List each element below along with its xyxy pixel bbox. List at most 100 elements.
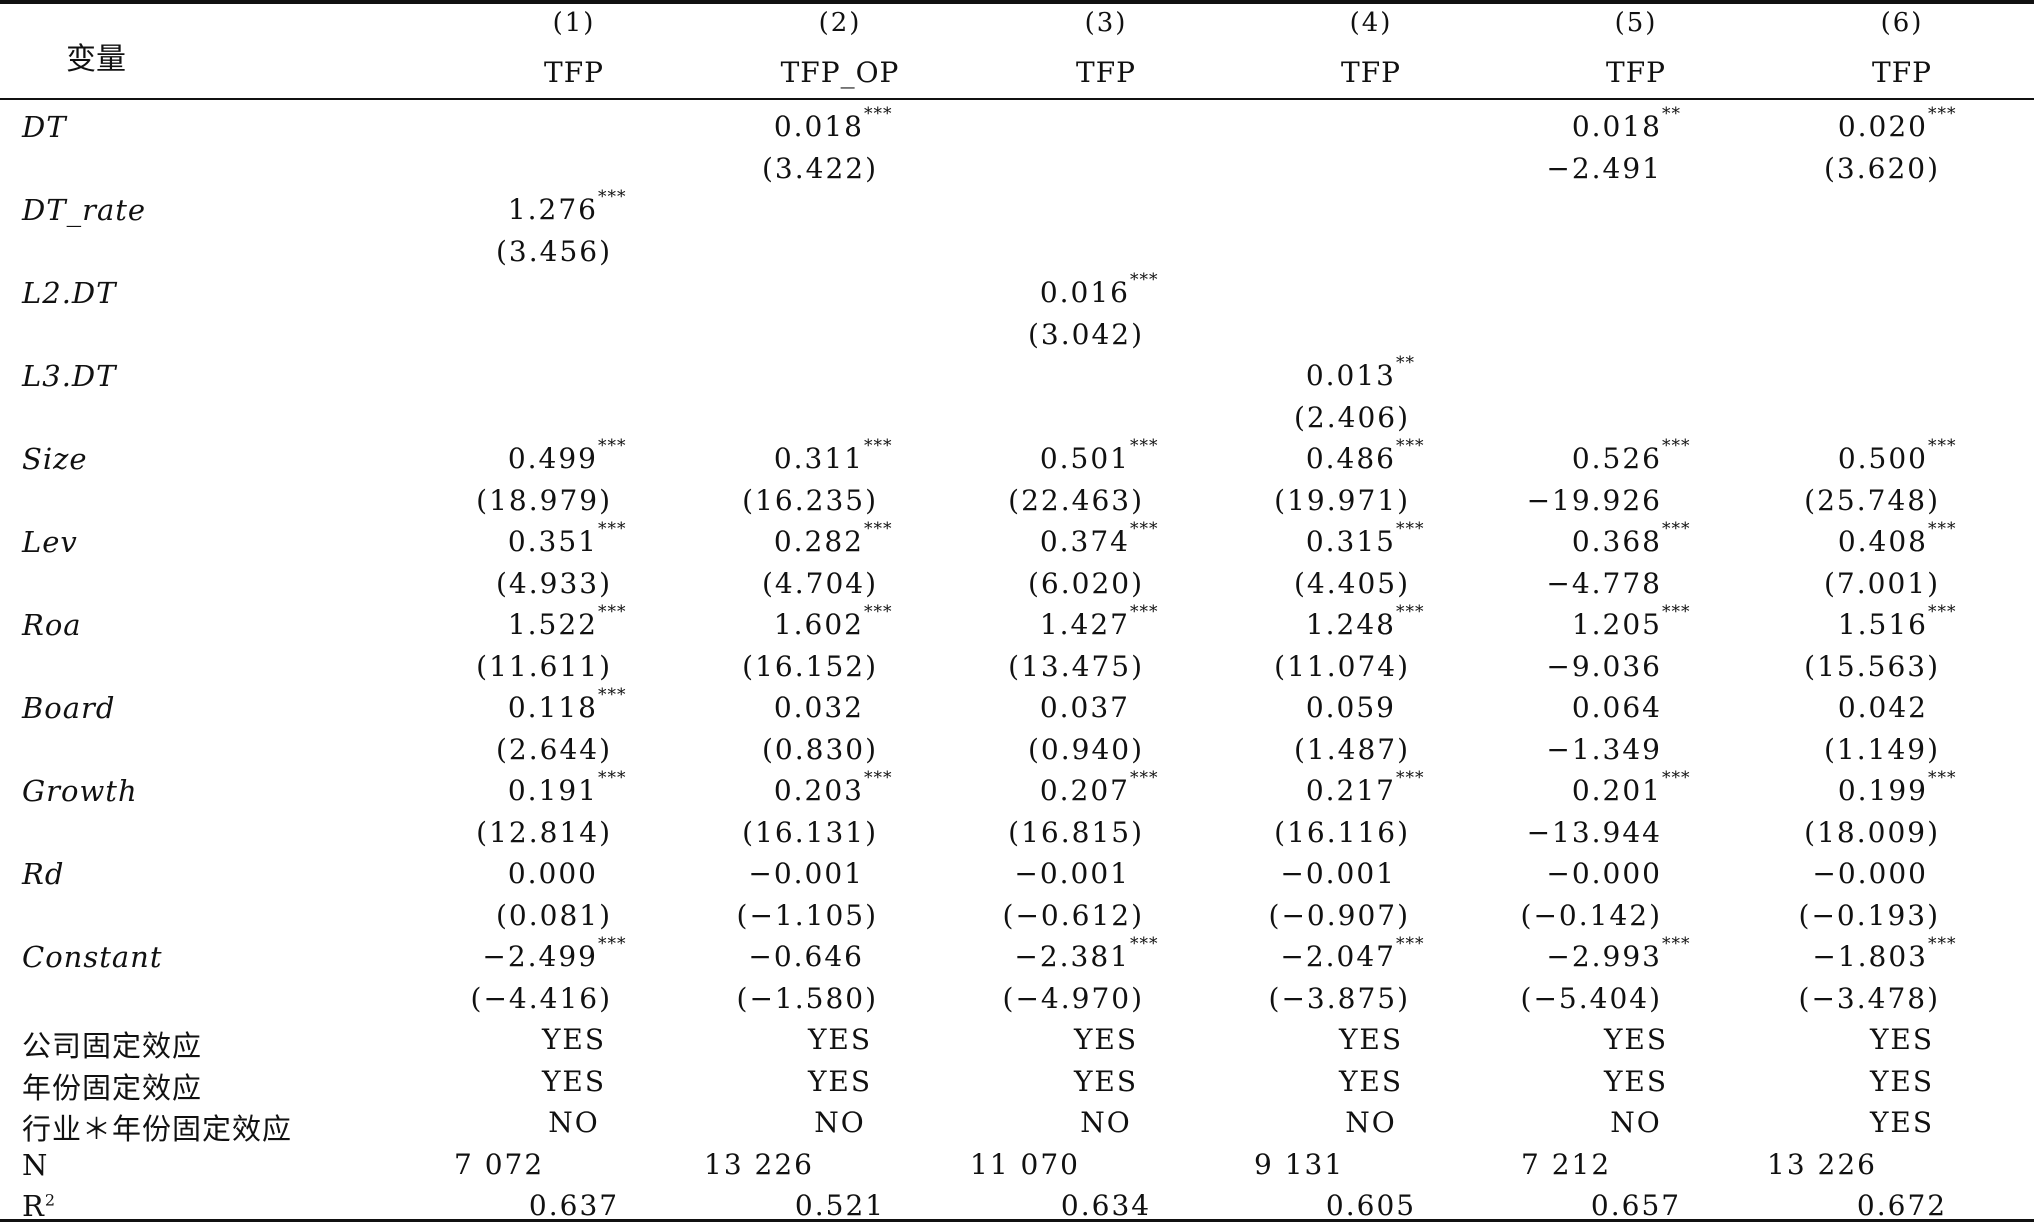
tstat-cell: (2.406)	[1293, 400, 1410, 434]
coefficient-cell: 0.282 ***	[773, 519, 892, 558]
column-dependent-variable-3: TFP	[1076, 56, 1136, 89]
coefficient-cell: 0.042	[1838, 691, 1928, 724]
coefficient-cell: 0.351 ***	[507, 519, 626, 558]
coefficient-cell: −1.803 ***	[1812, 934, 1955, 973]
coefficient-value: 0.199	[1837, 774, 1928, 807]
significance-stars: ***	[1662, 768, 1691, 788]
tstat-cell: (7.001)	[1823, 566, 1940, 600]
coefficient-value: 1.427	[1039, 608, 1130, 641]
row-label: Board	[22, 691, 116, 725]
significance-stars: ***	[864, 519, 893, 539]
table-top-rule	[0, 0, 2034, 4]
fixed-effect-cell: YES	[807, 1064, 873, 1098]
coefficient-cell: 0.207 ***	[1040, 768, 1158, 807]
coefficient-cell: 0.526 ***	[1572, 436, 1690, 475]
table-row-tstat: (3.042)	[0, 316, 2034, 357]
tstat-cell: (11.074)	[1274, 649, 1410, 683]
column-number-5: (5)	[1614, 8, 1658, 38]
coefficient-cell: 0.191 ***	[508, 768, 626, 807]
observations-cell: 13 226	[1767, 1147, 1877, 1181]
coefficient-value: 0.013	[1305, 359, 1396, 392]
table-row-fixed-effect: 公司固定效应 YES YES YES YES YES YES	[0, 1021, 2034, 1063]
coefficient-cell: 0.059	[1306, 691, 1396, 724]
fixed-effect-cell: YES	[1338, 1064, 1404, 1098]
significance-stars: ***	[1130, 519, 1159, 539]
significance-stars: ***	[864, 602, 893, 622]
table-row-coefficient: Growth 0.191 *** 0.203 *** 0.207 *** 0.217 *** 0.…	[0, 768, 2034, 813]
coefficient-cell: −0.000	[1812, 857, 1928, 890]
table-row-fixed-effect: 年份固定效应 YES YES YES YES YES YES	[0, 1063, 2034, 1105]
tstat-cell: (−0.907)	[1268, 898, 1410, 932]
table-row-coefficient: Board 0.118 *** 0.032 0.037 0.059 0.064 0.042	[0, 685, 2034, 730]
significance-stars: **	[1662, 104, 1681, 124]
coefficient-cell: 1.205 ***	[1572, 602, 1690, 641]
significance-stars: ***	[1928, 519, 1957, 539]
coefficient-value: −1.803	[1812, 940, 1928, 973]
tstat-cell: (3.456)	[495, 234, 612, 268]
coefficient-cell: 0.374 ***	[1040, 519, 1158, 558]
fixed-effect-cell: YES	[1338, 1023, 1404, 1056]
coefficient-value: 0.018	[1571, 110, 1662, 143]
tstat-cell: (−0.193)	[1798, 898, 1940, 932]
significance-stars: ***	[1928, 104, 1957, 124]
tstat-cell: (2.644)	[495, 732, 612, 766]
significance-stars: ***	[1396, 519, 1425, 539]
coefficient-value: 0.282	[773, 525, 864, 558]
column-number-6: (6)	[1880, 8, 1924, 38]
table-bottom-rule	[0, 1219, 2034, 1222]
tstat-cell: (11.611)	[476, 649, 612, 683]
fixed-effect-cell: YES	[1603, 1023, 1669, 1056]
coefficient-cell: −0.001	[748, 857, 864, 890]
fixed-effect-cell: NO	[1610, 1106, 1662, 1139]
row-label: Size	[22, 442, 88, 476]
table-row-tstat: (12.814) (16.131) (16.815) (16.116) −13.944 (…	[0, 814, 2034, 855]
coefficient-cell: 0.201 ***	[1571, 768, 1690, 807]
coefficient-cell: 0.501 ***	[1039, 436, 1158, 475]
coefficient-value: 0.501	[1039, 442, 1130, 475]
table-row-tstat: (2.644) (0.830) (0.940) (1.487) −1.349 (1.149…	[0, 731, 2034, 772]
table-row-coefficient: L2.DT 0.016 ***	[0, 270, 2034, 315]
table-row-coefficient: L3.DT 0.013 **	[0, 353, 2034, 398]
tstat-cell: (−4.970)	[1002, 981, 1144, 1015]
tstat-cell: −4.778	[1546, 566, 1662, 600]
coefficient-value: −0.001	[1280, 857, 1396, 890]
column-number-2: (2)	[818, 8, 862, 38]
significance-stars: ***	[598, 436, 627, 456]
coefficient-cell: 1.427 ***	[1039, 602, 1158, 641]
coefficient-value: −2.047	[1280, 940, 1396, 973]
coefficient-cell: −0.001	[1014, 857, 1130, 890]
coefficient-cell: 0.408 ***	[1838, 519, 1956, 558]
coefficient-cell: 0.315 ***	[1306, 519, 1424, 558]
significance-stars: **	[1396, 353, 1415, 373]
tstat-cell: (4.704)	[761, 566, 878, 600]
coefficient-value: 1.522	[507, 608, 598, 641]
r-squared-label: R	[22, 1189, 45, 1223]
significance-stars: ***	[1928, 934, 1957, 954]
significance-stars: ***	[598, 602, 627, 622]
coefficient-value: 0.351	[507, 525, 598, 558]
observations-cell: 7 072	[454, 1147, 545, 1181]
row-label: Roa	[22, 608, 82, 642]
fixed-effect-cell: YES	[1603, 1064, 1669, 1098]
tstat-cell: (13.475)	[1008, 649, 1144, 683]
tstat-cell: (−3.875)	[1268, 981, 1410, 1015]
column-dependent-variable-6: TFP	[1872, 56, 1932, 89]
fixed-effect-cell: NO	[1345, 1106, 1397, 1139]
significance-stars: ***	[1928, 436, 1957, 456]
significance-stars: ***	[598, 934, 627, 954]
coefficient-value: 0.201	[1571, 774, 1662, 807]
tstat-cell: (4.933)	[495, 566, 612, 600]
column-number-4: (4)	[1349, 8, 1393, 38]
tstat-cell: (16.131)	[742, 815, 878, 849]
column-dependent-variable-5: TFP	[1606, 56, 1666, 89]
significance-stars: ***	[1130, 270, 1159, 290]
fixed-effect-cell: NO	[1080, 1106, 1132, 1139]
significance-stars: ***	[1396, 436, 1425, 456]
coefficient-cell: 0.020 ***	[1838, 104, 1956, 143]
coefficient-cell: 0.217 ***	[1306, 768, 1424, 807]
table-row-tstat: (4.933) (4.704) (6.020) (4.405) −4.778 (7.001…	[0, 565, 2034, 606]
significance-stars: ***	[1396, 934, 1425, 954]
tstat-cell: (−4.416)	[470, 981, 612, 1015]
tstat-cell: (−1.105)	[736, 898, 878, 932]
fixed-effect-cell: NO	[548, 1106, 600, 1139]
